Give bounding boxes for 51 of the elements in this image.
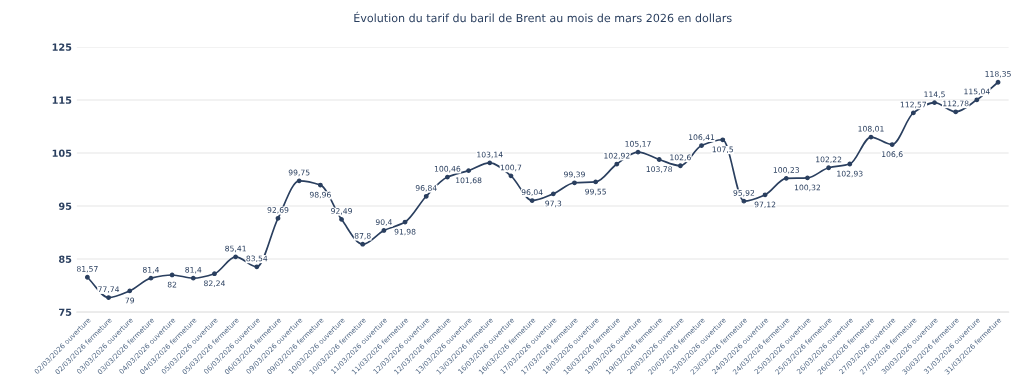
point (169, 272, 175, 278)
point (402, 219, 408, 225)
point (868, 134, 874, 140)
point (593, 179, 599, 185)
point (974, 97, 980, 103)
point (423, 193, 429, 199)
point (847, 161, 853, 167)
point (466, 168, 471, 174)
point (254, 264, 260, 270)
y-tick-label: 115 (52, 96, 72, 104)
y-tick-label: 105 (52, 149, 72, 157)
point (699, 143, 704, 148)
point (720, 137, 726, 143)
point (953, 109, 959, 115)
y-tick-label: 75 (59, 308, 72, 316)
point (360, 241, 366, 247)
point (445, 174, 450, 180)
point (148, 275, 154, 281)
point (910, 110, 916, 116)
y-tick-label: 125 (52, 43, 72, 51)
chart-title: Évolution du tarif du baril de Brent au mois de mars 2026 en dollars (354, 11, 732, 23)
point (106, 295, 111, 300)
y-tick-label: 95 (58, 202, 72, 210)
point (677, 163, 683, 169)
point (889, 142, 895, 147)
point (339, 216, 344, 222)
point (826, 165, 832, 171)
point (233, 254, 239, 260)
point (317, 182, 323, 188)
point (783, 175, 789, 181)
point (296, 178, 302, 184)
point (805, 175, 810, 181)
point (550, 191, 556, 197)
point (932, 100, 937, 106)
point (84, 274, 90, 280)
point (741, 198, 747, 204)
point (529, 198, 535, 203)
point (487, 160, 493, 166)
point (762, 192, 768, 198)
point (995, 79, 1001, 85)
point (127, 288, 133, 294)
point (275, 215, 281, 221)
point (656, 157, 662, 162)
point (190, 275, 196, 281)
point (572, 180, 577, 186)
point (212, 271, 217, 277)
point (614, 161, 620, 167)
point (635, 149, 641, 155)
point (381, 228, 387, 233)
point (508, 173, 514, 179)
y-tick-label: 85 (59, 255, 72, 263)
